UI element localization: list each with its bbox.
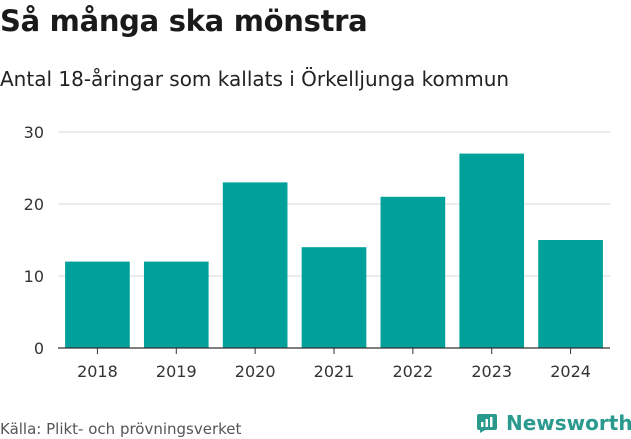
bar-2018 xyxy=(65,261,130,348)
bar-chart-logo-icon xyxy=(477,414,497,433)
x-tick-label: 2019 xyxy=(156,362,197,381)
brand-name: Newsworthy xyxy=(506,411,631,435)
bar-2021 xyxy=(301,247,367,348)
x-tick-label: 2024 xyxy=(550,362,591,381)
x-tick-label: 2020 xyxy=(235,362,276,381)
y-tick-label: 30 xyxy=(24,123,44,142)
bar-2023 xyxy=(459,153,525,348)
y-tick-label: 0 xyxy=(34,339,44,358)
x-tick-label: 2021 xyxy=(314,362,355,381)
bar-2022 xyxy=(380,196,446,348)
x-tick-label: 2018 xyxy=(77,362,118,381)
bar-chart: 0 10 20 30 2018 2019 2020 2021 2022 2023 2024 xyxy=(24,123,610,381)
bar-2020 xyxy=(222,182,288,348)
source-note: Källa: Plikt- och prövningsverket xyxy=(0,420,242,438)
y-tick-label: 20 xyxy=(24,195,44,214)
x-axis: 2018 2019 2020 2021 2022 2023 2024 xyxy=(58,347,610,381)
bar-2024 xyxy=(538,240,603,348)
chart-subtitle: Antal 18-åringar som kallats i Örkelljun… xyxy=(0,67,510,91)
x-tick-label: 2022 xyxy=(392,362,433,381)
x-tick-label: 2023 xyxy=(471,362,512,381)
y-tick-label: 10 xyxy=(24,267,44,286)
y-axis-ticks: 0 10 20 30 xyxy=(24,123,44,358)
chart-title: Så många ska mönstra xyxy=(0,4,368,38)
bar-2019 xyxy=(143,261,209,348)
brand-logo: Newsworthy xyxy=(476,408,631,438)
bars xyxy=(65,153,603,348)
